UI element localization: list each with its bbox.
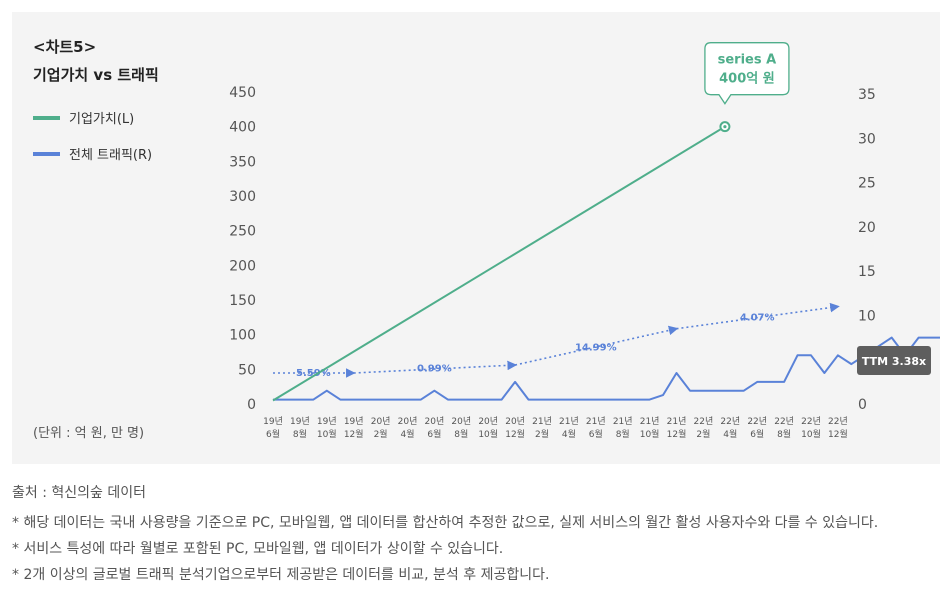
y-right-tick-1: 30 xyxy=(858,131,876,147)
y-left-tick-7: 100 xyxy=(229,328,256,344)
legend-label-traffic: 전체 트래픽(R) xyxy=(69,148,153,163)
y-right-tick-4: 15 xyxy=(858,264,876,280)
x-tick-month-12: 6월 xyxy=(589,428,603,440)
x-tick-month-14: 10월 xyxy=(640,428,660,440)
ttm-badge-text: TTM 3.38x xyxy=(862,355,926,368)
footnote-2: * 서비스 특성에 따라 월별로 포함된 PC, 모바일웹, 앱 데이터가 상이… xyxy=(12,541,504,557)
ttm-badge xyxy=(857,346,931,375)
x-tick-month-8: 10월 xyxy=(478,428,498,440)
chart-panel: <차트5> 기업가치 vs 트래픽 기업가치(L) 전체 트래픽(R) (단위 … xyxy=(12,12,940,464)
x-tick-year-20: 22년 xyxy=(801,416,821,427)
legend-label-valuation: 기업가치(L) xyxy=(69,112,135,127)
trend-segment-3 xyxy=(676,302,840,330)
callout-marker-dot xyxy=(723,125,727,129)
legend-swatch-traffic xyxy=(33,151,60,156)
x-tick-month-16: 2월 xyxy=(696,428,710,440)
callout-line2: 400억 원 xyxy=(719,72,775,87)
x-tick-year-6: 20년 xyxy=(425,416,445,427)
x-tick-year-0: 19년 xyxy=(263,416,283,427)
x-tick-month-3: 12월 xyxy=(344,428,364,440)
trend-segment-1 xyxy=(353,360,518,374)
legend-item-traffic: 전체 트래픽(R) xyxy=(33,144,152,163)
x-tick-year-19: 22년 xyxy=(774,416,794,427)
callout-line1: series A xyxy=(718,53,777,68)
y-left-tick-1: 400 xyxy=(229,120,256,136)
y-left-tick-0: 450 xyxy=(229,85,256,101)
x-tick-month-2: 10월 xyxy=(317,428,337,440)
x-tick-year-12: 21년 xyxy=(586,416,606,427)
chart-label: <차트5> xyxy=(33,38,97,56)
y-left-tick-2: 350 xyxy=(229,154,256,170)
x-tick-year-10: 21년 xyxy=(532,416,552,427)
x-tick-year-17: 22년 xyxy=(720,416,740,427)
x-tick-year-8: 20년 xyxy=(478,416,498,427)
x-tick-month-21: 12월 xyxy=(828,428,848,440)
x-tick-year-1: 19년 xyxy=(290,416,310,427)
trend-label-2: 14.99% xyxy=(575,342,617,353)
trend-label-3: 4.07% xyxy=(740,313,775,324)
x-tick-year-7: 20년 xyxy=(451,416,471,427)
x-tick-year-5: 20년 xyxy=(398,416,418,427)
y-right-tick-7: 0 xyxy=(858,397,867,413)
trend-label-1: 0.99% xyxy=(417,364,452,375)
x-tick-month-4: 2월 xyxy=(374,428,388,440)
y-left-tick-4: 250 xyxy=(229,224,256,240)
y-left-tick-9: 0 xyxy=(247,397,256,413)
x-tick-month-6: 6월 xyxy=(427,428,441,440)
x-tick-month-18: 6월 xyxy=(750,428,764,440)
x-tick-year-15: 21년 xyxy=(667,416,687,427)
x-tick-month-11: 4월 xyxy=(562,428,576,440)
callout-bubble xyxy=(704,42,790,105)
x-tick-month-19: 8월 xyxy=(777,428,791,440)
x-tick-year-14: 21년 xyxy=(640,416,660,427)
footnote-3: * 2개 이상의 글로벌 트래픽 분석기업으로부터 제공받은 데이터를 비교, … xyxy=(12,567,550,583)
y-right-tick-2: 25 xyxy=(858,176,876,192)
legend-item-valuation: 기업가치(L) xyxy=(33,108,134,127)
chart-plot: 450 400 350 300 250 200 150 100 50 0 35 30 25 20 15 10 5… xyxy=(229,42,940,440)
y-left-tick-3: 300 xyxy=(229,189,256,205)
x-tick-month-5: 4월 xyxy=(400,428,414,440)
x-tick-year-18: 22년 xyxy=(747,416,767,427)
footnote-1: * 해당 데이터는 국내 사용량을 기준으로 PC, 모바일웹, 앱 데이터를 … xyxy=(12,515,879,531)
x-tick-month-7: 8월 xyxy=(454,428,468,440)
x-tick-year-21: 22년 xyxy=(828,416,848,427)
x-tick-year-11: 21년 xyxy=(559,416,579,427)
x-tick-month-17: 4월 xyxy=(723,428,737,440)
x-tick-month-9: 12월 xyxy=(505,428,525,440)
chart-title: 기업가치 vs 트래픽 xyxy=(33,66,159,84)
x-tick-year-3: 19년 xyxy=(344,416,364,427)
x-tick-month-15: 12월 xyxy=(667,428,687,440)
y-right-tick-3: 20 xyxy=(858,220,876,236)
y-left-tick-8: 50 xyxy=(238,362,256,378)
x-tick-month-1: 8월 xyxy=(293,428,307,440)
y-right-tick-0: 35 xyxy=(858,87,876,103)
x-tick-month-13: 8월 xyxy=(616,428,630,440)
y-left-tick-6: 150 xyxy=(229,293,256,309)
source-note: 출처 : 혁신의숲 데이터 xyxy=(12,485,146,501)
unit-note: (단위 : 억 원, 만 명) xyxy=(33,426,145,441)
x-tick-year-2: 19년 xyxy=(317,416,337,427)
x-tick-year-16: 22년 xyxy=(694,416,714,427)
valuation-line xyxy=(272,125,726,402)
legend-swatch-valuation xyxy=(33,115,60,120)
x-tick-year-4: 20년 xyxy=(371,416,391,427)
x-tick-month-20: 10월 xyxy=(801,428,821,440)
trend-label-0: 5.59% xyxy=(296,368,331,379)
x-tick-month-0: 6월 xyxy=(266,428,280,440)
y-left-tick-5: 200 xyxy=(229,258,256,274)
y-right-tick-5: 10 xyxy=(858,308,876,324)
traffic-line xyxy=(273,336,940,401)
x-tick-year-13: 21년 xyxy=(613,416,633,427)
x-tick-year-9: 20년 xyxy=(505,416,525,427)
x-tick-month-10: 2월 xyxy=(535,428,549,440)
